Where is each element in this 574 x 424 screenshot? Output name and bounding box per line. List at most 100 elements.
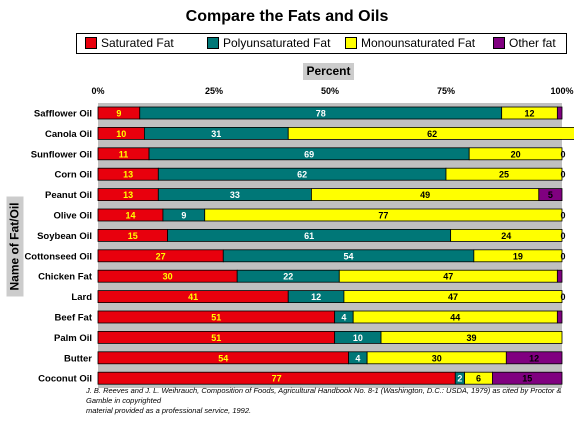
data-label: 15 bbox=[522, 374, 532, 384]
data-label: 12 bbox=[525, 109, 535, 119]
source-note: J. B. Reeves and J. L. Weihrauch, Compos… bbox=[86, 386, 566, 416]
data-label: 11 bbox=[119, 149, 129, 159]
category-label: Palm Oil bbox=[54, 333, 92, 344]
chart-title: Compare the Fats and Oils bbox=[185, 8, 389, 25]
data-label: 30 bbox=[432, 353, 442, 363]
category-label: Chicken Fat bbox=[38, 272, 93, 283]
legend-label-monounsaturated: Monounsaturated Fat bbox=[361, 36, 476, 50]
data-label: 15 bbox=[128, 231, 138, 241]
category-label: Butter bbox=[64, 353, 92, 364]
data-label: 14 bbox=[125, 211, 135, 221]
legend-item-monounsaturated: Monounsaturated Fat bbox=[345, 36, 475, 50]
data-label: 62 bbox=[297, 170, 307, 180]
data-label: 54 bbox=[218, 353, 228, 363]
data-label: 49 bbox=[420, 190, 430, 200]
legend-label-saturated: Saturated Fat bbox=[101, 36, 174, 50]
data-label: 6 bbox=[476, 374, 481, 384]
data-label: 0 bbox=[560, 170, 565, 180]
category-label: Cottonseed Oil bbox=[24, 251, 92, 262]
category-label: Sunflower Oil bbox=[31, 149, 92, 160]
category-label: Olive Oil bbox=[53, 211, 92, 222]
source-citation: as cited by Proctor & Gamble in copyrigh… bbox=[86, 386, 562, 405]
legend-label-other: Other fat bbox=[509, 36, 556, 50]
data-label: 44 bbox=[450, 313, 460, 323]
x-tick-label: 50% bbox=[321, 86, 339, 96]
bar-segment bbox=[505, 351, 563, 365]
bar-segment bbox=[468, 147, 563, 161]
bar-segment bbox=[556, 310, 563, 324]
data-label: 77 bbox=[378, 211, 388, 221]
data-label: 51 bbox=[211, 333, 221, 343]
data-label: 30 bbox=[163, 272, 173, 282]
data-label: 13 bbox=[123, 190, 133, 200]
data-label: 0 bbox=[560, 231, 565, 241]
x-tick-label: 0% bbox=[91, 86, 104, 96]
bar-segment bbox=[538, 188, 563, 202]
category-label: Safflower Oil bbox=[34, 109, 92, 120]
data-label: 25 bbox=[499, 170, 509, 180]
data-label: 54 bbox=[344, 251, 354, 261]
legend-item-other: Other fat bbox=[493, 36, 556, 50]
category-label: Coconut Oil bbox=[38, 374, 92, 385]
data-label: 47 bbox=[443, 272, 453, 282]
data-label: 13 bbox=[123, 170, 133, 180]
data-label: 62 bbox=[427, 129, 437, 139]
data-label: 10 bbox=[116, 129, 126, 139]
legend-swatch-saturated bbox=[85, 37, 97, 49]
legend: Saturated Fat Polyunsaturated Fat Monoun… bbox=[76, 33, 567, 54]
x-axis-title: Percent bbox=[303, 63, 354, 80]
source-line2: material provided as a professional serv… bbox=[86, 406, 252, 415]
category-label: Peanut Oil bbox=[45, 190, 92, 201]
x-tick-label: 100% bbox=[550, 86, 573, 96]
data-label: 9 bbox=[181, 211, 186, 221]
data-label: 5 bbox=[548, 190, 553, 200]
data-label: 27 bbox=[156, 251, 166, 261]
legend-label-polyunsaturated: Polyunsaturated Fat bbox=[223, 36, 331, 50]
category-label: Soybean Oil bbox=[37, 231, 92, 242]
data-label: 31 bbox=[211, 129, 221, 139]
data-label: 0 bbox=[560, 251, 565, 261]
bar-segment bbox=[556, 269, 563, 283]
data-label: 0 bbox=[560, 149, 565, 159]
data-label: 61 bbox=[304, 231, 314, 241]
x-tick-label: 25% bbox=[205, 86, 223, 96]
data-label: 77 bbox=[272, 374, 282, 384]
data-label: 41 bbox=[188, 292, 198, 302]
data-label: 4 bbox=[341, 313, 346, 323]
data-label: 12 bbox=[529, 353, 539, 363]
data-label: 24 bbox=[501, 231, 511, 241]
category-label: Beef Fat bbox=[55, 313, 93, 324]
data-label: 0 bbox=[560, 211, 565, 221]
legend-item-saturated: Saturated Fat bbox=[85, 36, 174, 50]
data-label: 51 bbox=[211, 313, 221, 323]
data-label: 12 bbox=[311, 292, 321, 302]
bar-segment bbox=[491, 371, 563, 385]
data-label: 0 bbox=[560, 292, 565, 302]
plot-background bbox=[98, 103, 562, 388]
data-label: 4 bbox=[355, 353, 360, 363]
bar-segment bbox=[287, 127, 574, 140]
legend-swatch-polyunsaturated bbox=[207, 37, 219, 49]
bar-segment bbox=[556, 106, 563, 120]
data-label: 78 bbox=[316, 109, 326, 119]
data-label: 69 bbox=[304, 149, 314, 159]
data-label: 19 bbox=[513, 251, 523, 261]
bar-segment bbox=[380, 330, 563, 344]
bar-segment bbox=[450, 228, 563, 242]
data-label: 22 bbox=[283, 272, 293, 282]
data-label: 10 bbox=[353, 333, 363, 343]
data-label: 39 bbox=[467, 333, 477, 343]
source-authors: J. B. Reeves and J. L. Weihrauch, bbox=[86, 386, 202, 395]
bar-segment bbox=[343, 290, 563, 304]
category-label: Lard bbox=[71, 292, 92, 303]
data-label: 2 bbox=[457, 374, 462, 384]
bar-segment bbox=[204, 208, 563, 222]
legend-item-polyunsaturated: Polyunsaturated Fat bbox=[207, 36, 330, 50]
category-label: Canola Oil bbox=[45, 129, 92, 140]
source-work: Composition of Foods, Agricultural Handb… bbox=[201, 386, 491, 395]
bar-segment bbox=[445, 167, 563, 181]
category-label: Corn Oil bbox=[55, 170, 92, 181]
data-label: 20 bbox=[511, 149, 521, 159]
